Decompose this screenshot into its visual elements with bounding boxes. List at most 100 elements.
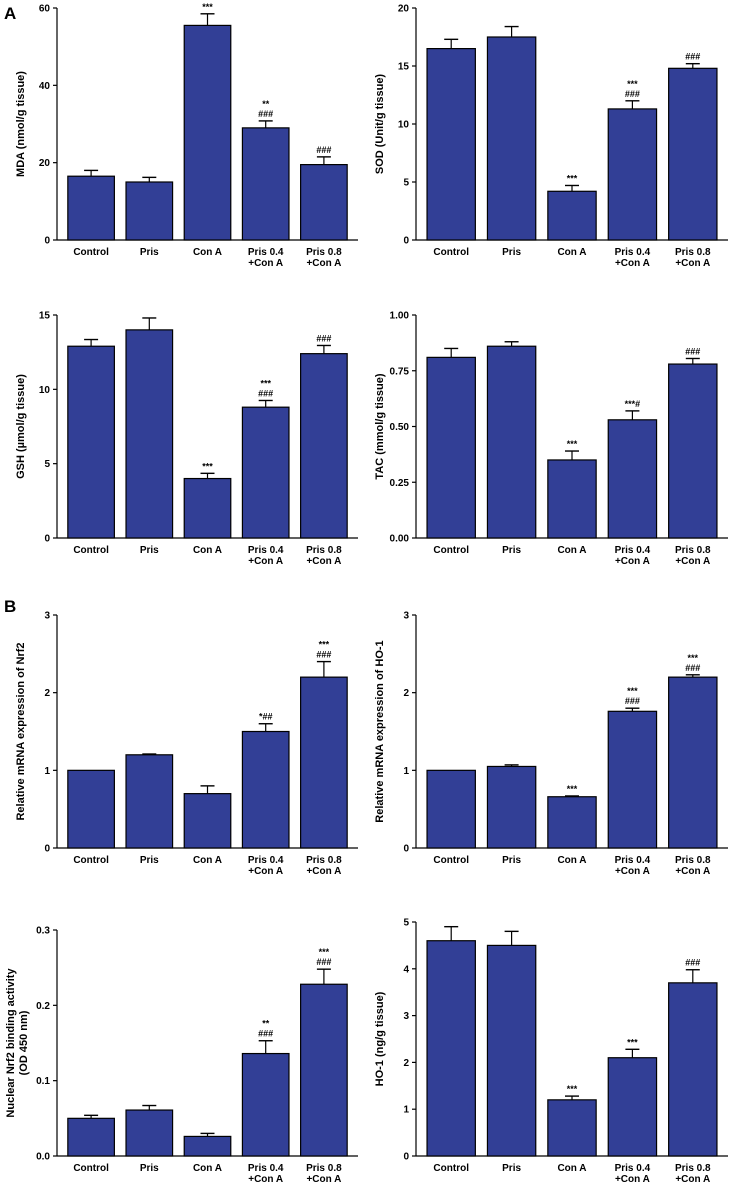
chart-2-ytick-label: 10: [398, 120, 410, 131]
chart-6-category-label-5: +Con A: [675, 866, 710, 877]
chart-4-bar-5: [668, 363, 718, 539]
chart-8-category-label-3: Con A: [557, 1163, 586, 1174]
chart-3-category-label-4: +Con A: [248, 556, 283, 567]
chart-7-category-label-2: Pris: [140, 1163, 159, 1174]
chart-3-significance-5: ###: [316, 333, 331, 343]
chart-3-category-label-5: Pris 0.8: [306, 545, 342, 556]
chart-4-bar-2: [486, 345, 537, 539]
chart-2-ylabel: SOD (Unit/g tissue): [374, 74, 386, 175]
chart-7-ytick-label: 0.0: [36, 1152, 50, 1163]
chart-2-ytick-label: 5: [403, 178, 409, 189]
chart-6-significance-5: ###: [685, 663, 700, 673]
chart-8-ytick-label: 1: [403, 1105, 409, 1116]
chart-1-bar-2: [125, 181, 174, 241]
chart-6-ytick-label: 3: [403, 611, 409, 622]
chart-2-ytick-label: 0: [403, 236, 409, 247]
chart-2-significance-4: ***: [627, 79, 638, 89]
chart-3-ytick-label: 5: [44, 459, 50, 470]
chart-3-significance-4: ###: [258, 388, 273, 398]
chart-7-significance-4: ###: [258, 1029, 273, 1039]
chart-8-bar-1: [426, 940, 476, 1157]
chart-4-category-label-4: Pris 0.4: [615, 545, 651, 556]
chart-6-category-label-1: Control: [433, 855, 469, 866]
chart-6-significance-5: ***: [688, 653, 699, 663]
chart-3-ylabel: GSH (µmol/g tissue): [15, 374, 27, 479]
chart-4-ytick-label: 0.25: [390, 478, 410, 489]
chart-3-category-label-4: Pris 0.4: [248, 545, 284, 556]
chart-8-category-label-2: Pris: [502, 1163, 521, 1174]
chart-2-significance-5: ###: [685, 52, 700, 62]
chart-5-ytick-label: 3: [44, 611, 50, 622]
chart-2-bar-5: [668, 67, 718, 241]
chart-5-category-label-4: Pris 0.4: [248, 855, 284, 866]
chart-3-category-label-1: Control: [73, 545, 109, 556]
chart-4-ytick-label: 0.50: [390, 422, 410, 433]
chart-7-category-label-1: Control: [73, 1163, 109, 1174]
chart-1-category-label-2: Pris: [140, 247, 159, 258]
chart-1-ytick-label: 40: [39, 81, 51, 92]
chart-2-bar-3: [547, 190, 597, 241]
chart-5-significance-5: ###: [316, 650, 331, 660]
chart-4-bar-1: [426, 356, 476, 539]
chart-8-significance-4: ***: [627, 1037, 638, 1047]
chart-5-bar-2: [125, 754, 174, 849]
chart-3-bar-4: [241, 406, 290, 539]
chart-6-bar-3: [547, 796, 597, 849]
chart-8-significance-3: ***: [567, 1084, 578, 1094]
chart-6-significance-3: ***: [567, 784, 578, 794]
chart-5-category-label-2: Pris: [140, 855, 159, 866]
chart-3-bar-3: [183, 477, 232, 539]
chart-4-ytick-label: 0.75: [390, 366, 410, 377]
chart-6-ytick-label: 0: [403, 844, 409, 855]
chart-8-category-label-5: +Con A: [675, 1174, 710, 1185]
chart-4-significance-5: ###: [685, 346, 700, 356]
chart-2-category-label-4: Pris 0.4: [615, 247, 651, 258]
chart-4-bar-4: [607, 419, 658, 539]
chart-8-bar-4: [607, 1057, 658, 1157]
chart-8-bar-2: [486, 944, 537, 1157]
chart-7-bar-5: [300, 983, 348, 1157]
chart-7-ytick-label: 0.1: [36, 1076, 50, 1087]
chart-8-ytick-label: 3: [403, 1011, 409, 1022]
chart-4-category-label-1: Control: [433, 545, 469, 556]
chart-6-category-label-5: Pris 0.8: [675, 855, 711, 866]
chart-2-category-label-4: +Con A: [615, 258, 650, 269]
chart-5-category-label-5: Pris 0.8: [306, 855, 342, 866]
chart-2-bar-4: [607, 108, 658, 241]
chart-1-bar-1: [67, 175, 115, 241]
chart-6-significance-4: ###: [625, 696, 640, 706]
chart-3-bar-5: [300, 353, 348, 539]
chart-4-ylabel: TAC (mmol/g tissue): [374, 373, 386, 479]
chart-3-category-label-2: Pris: [140, 545, 159, 556]
chart-6-category-label-4: +Con A: [615, 866, 650, 877]
chart-6-ytick-label: 2: [403, 688, 409, 699]
chart-5-significance-5: ***: [319, 640, 330, 650]
chart-5-significance-4: *##: [259, 712, 273, 722]
chart-8-bar-3: [547, 1099, 597, 1157]
chart-2-bar-1: [426, 47, 476, 241]
chart-6-ytick-label: 1: [403, 766, 409, 777]
chart-2-category-label-2: Pris: [502, 247, 521, 258]
chart-5-bar-1: [67, 769, 115, 849]
chart-1-significance-5: ###: [316, 145, 331, 155]
chart-2-category-label-3: Con A: [557, 247, 586, 258]
chart-8-significance-5: ###: [685, 958, 700, 968]
chart-6-ylabel: Relative mRNA expression of HO-1: [374, 640, 386, 822]
chart-1-bar-3: [183, 24, 232, 241]
chart-8-bar-5: [668, 982, 718, 1157]
chart-8-ytick-label: 4: [403, 964, 409, 975]
chart-2-ytick-label: 20: [398, 4, 410, 15]
chart-3-significance-4: ***: [260, 378, 271, 388]
chart-4-category-label-2: Pris: [502, 545, 521, 556]
chart-7-category-label-5: +Con A: [306, 1174, 341, 1185]
chart-6-category-label-4: Pris 0.4: [615, 855, 651, 866]
chart-4-category-label-5: Pris 0.8: [675, 545, 711, 556]
chart-3-significance-3: ***: [202, 461, 213, 471]
chart-7-category-label-4: Pris 0.4: [248, 1163, 284, 1174]
panel-label-a: A: [4, 4, 17, 23]
chart-5-category-label-5: +Con A: [306, 866, 341, 877]
chart-3-ytick-label: 0: [44, 534, 50, 545]
chart-7-bar-1: [67, 1117, 115, 1157]
chart-7-bar-3: [183, 1135, 232, 1157]
chart-1-ylabel: MDA (nmol/g tissue): [15, 71, 27, 177]
